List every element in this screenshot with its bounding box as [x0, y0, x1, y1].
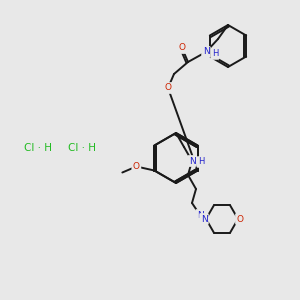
Text: H: H	[212, 50, 218, 58]
Text: N: N	[189, 157, 195, 166]
Text: O: O	[164, 83, 172, 92]
Text: O: O	[236, 214, 244, 224]
Text: Cl · H: Cl · H	[68, 143, 96, 153]
Text: N: N	[201, 214, 207, 224]
Text: N: N	[202, 47, 209, 56]
Text: H: H	[198, 158, 204, 166]
Text: O: O	[178, 44, 185, 52]
Text: O: O	[133, 162, 140, 171]
Text: Cl · H: Cl · H	[24, 143, 52, 153]
Text: N: N	[196, 211, 203, 220]
